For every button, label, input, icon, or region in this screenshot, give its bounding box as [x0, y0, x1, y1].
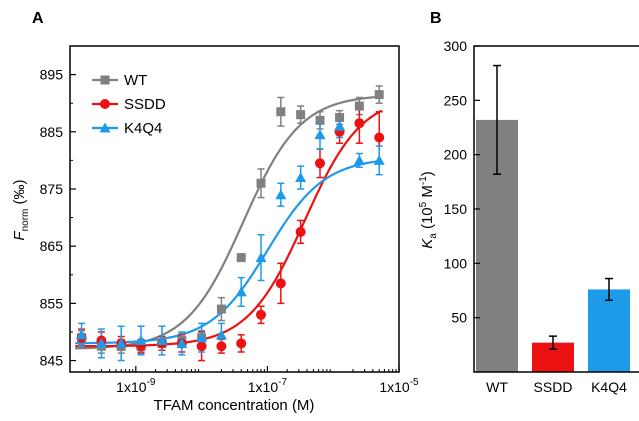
fit-curve-k4q4 — [75, 159, 383, 345]
y-axis-title-main: F — [11, 231, 28, 241]
data-point-wt — [276, 107, 286, 117]
b-y-tick-label: 300 — [444, 38, 468, 54]
b-y-axis-title-exp2: -1 — [418, 176, 429, 185]
x-tick-label: 1x10-9 — [116, 377, 156, 395]
data-point-wt — [216, 304, 226, 314]
y-axis-title: Fnorm (‰) — [11, 179, 31, 240]
data-point-ssdd — [314, 158, 325, 169]
x-tick-label: 1x10-5 — [379, 377, 419, 395]
panel-letter-a: A — [32, 10, 44, 27]
data-point-k4q4 — [255, 252, 267, 263]
data-point-k4q4 — [275, 189, 287, 200]
b-y-axis-title-sub: a — [428, 233, 439, 239]
data-point-ssdd — [275, 278, 286, 289]
x-tick-base: 1x10 — [248, 379, 279, 395]
x-tick-label: 1x10-7 — [248, 377, 288, 395]
plot-a-frame — [69, 45, 400, 373]
bar-error-bars — [493, 64, 613, 350]
data-point-k4q4 — [334, 120, 346, 131]
data-point-k4q4 — [196, 332, 208, 343]
category-label-ssdd: SSDD — [534, 379, 573, 395]
legend-marker-k4q4 — [99, 122, 111, 133]
legend: WT SSDD K4Q4 — [92, 72, 166, 137]
b-y-tick-label: 50 — [451, 310, 467, 326]
b-y-axis-title-end: ) — [419, 171, 436, 176]
y-tick-label: 855 — [40, 295, 64, 311]
y-axis-title-sub: norm — [20, 209, 31, 232]
legend-marker-ssdd — [100, 99, 110, 109]
data-point-ssdd — [374, 132, 385, 143]
y-tick-label: 845 — [40, 353, 64, 369]
panel-letter-b: B — [430, 10, 442, 27]
b-y-axis-title-unit: (10 — [419, 207, 436, 233]
data-point-wt — [236, 253, 246, 263]
y-tick-label: 885 — [40, 124, 64, 140]
b-y-tick-label: 100 — [444, 255, 468, 271]
legend-marker-wt — [100, 75, 110, 85]
data-point-ssdd — [196, 341, 207, 352]
x-axis-title: TFAM concentration (M) — [154, 397, 315, 414]
b-y-tick-label: 200 — [444, 147, 468, 163]
bars — [476, 119, 630, 372]
data-point-k4q4 — [95, 337, 107, 348]
fit-curves — [75, 95, 383, 350]
legend-label-ssdd: SSDD — [124, 96, 166, 113]
data-point-wt — [315, 115, 325, 125]
x-tick-base: 1x10 — [116, 379, 147, 395]
x-tick-exponent: -5 — [410, 377, 419, 388]
b-y-tick-label: 250 — [444, 92, 468, 108]
data-point-wt — [374, 90, 384, 100]
legend-label-wt: WT — [124, 72, 147, 89]
data-points — [76, 90, 385, 352]
data-point-k4q4 — [373, 154, 385, 165]
category-label-wt: WT — [486, 379, 508, 395]
fit-curve-ssdd — [75, 109, 383, 348]
x-tick-exponent: -7 — [278, 377, 287, 388]
y-tick-label: 895 — [40, 67, 64, 83]
data-point-k4q4 — [76, 329, 88, 340]
data-point-wt — [354, 101, 364, 111]
y-axis-ticks: 845 855 865 875 885 895 — [40, 67, 76, 369]
y-axis-ticks: 50 100 150 200 250 300 — [444, 38, 480, 326]
b-y-axis-title-main: K — [419, 238, 436, 249]
data-point-k4q4 — [314, 129, 326, 140]
b-y-tick-label: 150 — [444, 201, 468, 217]
data-point-ssdd — [236, 338, 247, 349]
data-point-ssdd — [354, 118, 365, 129]
data-point-k4q4 — [156, 335, 168, 346]
x-tick-exponent: -9 — [147, 377, 156, 388]
y-axis-title-unit: (‰) — [11, 179, 28, 208]
data-point-k4q4 — [235, 286, 247, 297]
data-point-k4q4 — [295, 172, 307, 183]
y-tick-label: 875 — [40, 181, 64, 197]
y-tick-label: 865 — [40, 238, 64, 254]
x-axis-ticks: 1x10-9 1x10-7 1x10-5 — [89, 366, 419, 395]
category-labels: WT SSDD K4Q4 — [486, 379, 627, 395]
data-point-k4q4 — [215, 329, 227, 340]
data-point-wt — [296, 110, 306, 120]
bar-k4q4 — [588, 289, 630, 372]
data-point-k4q4 — [353, 154, 365, 165]
data-point-k4q4 — [135, 335, 147, 346]
plot-b-frame — [473, 45, 639, 373]
data-point-ssdd — [256, 309, 267, 320]
data-point-wt — [335, 112, 345, 122]
data-point-wt — [256, 178, 266, 188]
data-point-ssdd — [295, 226, 306, 237]
legend-label-k4q4: K4Q4 — [124, 120, 162, 137]
x-tick-base: 1x10 — [379, 379, 410, 395]
data-point-ssdd — [216, 341, 227, 352]
data-point-k4q4 — [115, 337, 127, 348]
b-y-axis-title-mid: M — [419, 185, 436, 202]
data-point-k4q4 — [176, 337, 188, 348]
category-label-k4q4: K4Q4 — [591, 379, 627, 395]
b-y-axis-title-exp1: 5 — [418, 201, 429, 207]
b-y-axis-title: Ka (105 M-1) — [418, 171, 439, 249]
association-constant-plot: 50 100 150 200 250 300 WT SSDD K4Q4 Ka (105 M-1… — [418, 38, 639, 395]
